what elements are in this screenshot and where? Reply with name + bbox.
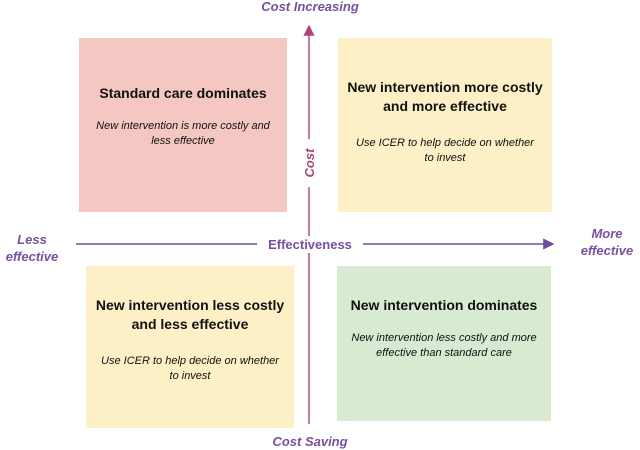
quadrant-new-intervention-dominates: New intervention dominates New intervent…: [337, 266, 551, 421]
less-effective-line1: Less: [17, 232, 47, 247]
cost-increasing-label: Cost Increasing: [261, 0, 359, 14]
quadrant-description: Use ICER to help decide on whether to in…: [356, 137, 534, 164]
quadrant-title: New intervention more costly and more ef…: [347, 79, 543, 114]
cost-axis-title: Cost: [301, 139, 319, 187]
effectiveness-axis-title: Effectiveness: [257, 236, 363, 253]
quadrant-description: New intervention less costly and more ef…: [351, 332, 537, 359]
quadrant-description: New intervention is more costly and less…: [96, 120, 270, 147]
less-effective-line2: effective: [5, 249, 59, 264]
quadrant-standard-care-dominates: Standard care dominates New intervention…: [79, 38, 287, 212]
quadrant-title: New intervention less costly and less ef…: [95, 297, 285, 332]
quadrant-title: Standard care dominates: [99, 85, 267, 101]
quadrant-less-costly-less-effective: New intervention less costly and less ef…: [86, 266, 294, 428]
more-effective-label: More effective: [572, 225, 640, 259]
quadrant-description: Use ICER to help decide on whether to in…: [101, 355, 279, 382]
quadrant-title: New intervention dominates: [350, 297, 538, 313]
more-effective-line1: More: [591, 226, 623, 241]
quadrant-more-costly-more-effective: New intervention more costly and more ef…: [338, 38, 552, 212]
less-effective-label: Less effective: [2, 231, 62, 265]
cost-saving-label: Cost Saving: [272, 434, 348, 449]
more-effective-line2: effective: [580, 243, 634, 258]
